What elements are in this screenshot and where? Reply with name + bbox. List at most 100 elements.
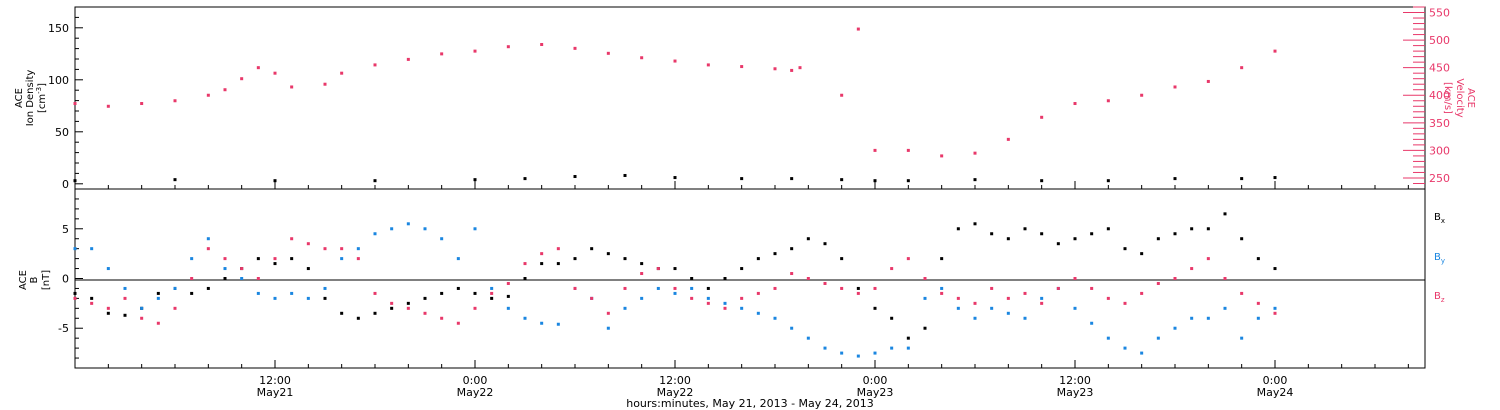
data-point-by bbox=[773, 316, 777, 320]
x-tick-label-date: May23 bbox=[1057, 386, 1094, 399]
data-point-bx bbox=[1140, 252, 1144, 256]
data-point-ion-density bbox=[840, 178, 844, 182]
data-point-ion-density bbox=[673, 176, 677, 180]
data-point-bz bbox=[606, 311, 610, 315]
data-point-bx bbox=[740, 267, 744, 271]
data-point-velocity bbox=[273, 71, 277, 75]
data-point-velocity bbox=[406, 57, 410, 61]
data-point-bz bbox=[1006, 296, 1010, 300]
data-point-bz bbox=[1240, 291, 1244, 295]
bottom-panel-frame bbox=[74, 188, 1426, 369]
data-point-bx bbox=[440, 291, 444, 295]
top-right-axis-title: ACE Velocity [km/s] bbox=[1442, 78, 1476, 117]
data-point-bz bbox=[190, 277, 194, 280]
data-point-by bbox=[1223, 306, 1227, 310]
top-series-layer bbox=[73, 27, 1277, 183]
data-point-ion-density bbox=[373, 179, 377, 183]
data-point-by bbox=[1140, 351, 1144, 355]
data-point-bx bbox=[190, 291, 194, 295]
data-point-bx bbox=[340, 311, 344, 315]
data-point-ion-density bbox=[740, 177, 744, 181]
data-point-by bbox=[723, 301, 727, 305]
data-point-velocity bbox=[856, 27, 860, 31]
data-point-bz bbox=[306, 242, 310, 246]
data-point-bx bbox=[923, 326, 927, 330]
top-left-axis-title-line-1: ACE bbox=[14, 88, 25, 108]
data-point-by bbox=[390, 227, 394, 231]
top-left-axis: 0 50 100 150 bbox=[48, 16, 83, 191]
data-point-bx bbox=[1206, 227, 1210, 231]
data-point-by bbox=[290, 291, 294, 295]
data-point-bx bbox=[523, 277, 527, 280]
data-point-by bbox=[706, 296, 710, 300]
data-point-bx bbox=[623, 257, 627, 261]
data-point-bz bbox=[1106, 296, 1110, 300]
data-point-bz bbox=[356, 257, 360, 261]
data-point-bz bbox=[90, 301, 94, 305]
data-point-by bbox=[1006, 311, 1010, 315]
x-axis-title: hours:minutes, May 21, 2013 - May 24, 20… bbox=[626, 397, 874, 410]
data-point-by bbox=[556, 322, 560, 326]
data-point-bx bbox=[1190, 227, 1194, 231]
data-point-bx bbox=[390, 306, 394, 310]
data-point-bz bbox=[156, 321, 160, 325]
data-point-velocity bbox=[323, 82, 327, 86]
data-point-ion-density bbox=[573, 175, 577, 179]
legend-bz: Bz bbox=[1434, 291, 1445, 304]
data-point-by bbox=[473, 227, 477, 231]
data-point-bx bbox=[1106, 227, 1110, 231]
data-point-by bbox=[640, 296, 644, 300]
bottom-series-layer bbox=[73, 212, 1277, 358]
data-point-bx bbox=[490, 296, 494, 300]
data-point-bz bbox=[506, 281, 510, 285]
data-point-by bbox=[856, 354, 860, 358]
data-point-by bbox=[690, 286, 694, 290]
data-point-by bbox=[940, 286, 944, 290]
x-axis: 12:00May210:00May2212:00May220:00May2312… bbox=[74, 181, 1409, 399]
data-point-by bbox=[223, 267, 227, 271]
data-point-bz bbox=[873, 286, 877, 290]
data-point-bz bbox=[240, 267, 244, 271]
data-point-bz bbox=[973, 301, 977, 305]
data-point-bz bbox=[640, 272, 644, 276]
data-point-bz bbox=[940, 291, 944, 295]
x-tick-label-time: 12:00 bbox=[659, 374, 691, 387]
data-point-by bbox=[506, 306, 510, 310]
data-point-bz bbox=[1256, 301, 1260, 305]
data-point-by bbox=[456, 257, 460, 261]
data-point-bx bbox=[1273, 267, 1277, 271]
data-point-bx bbox=[990, 232, 994, 236]
data-point-by bbox=[956, 306, 960, 310]
data-point-bx bbox=[640, 262, 644, 266]
legend-bz-base: B bbox=[1434, 291, 1441, 302]
data-point-bz bbox=[440, 316, 444, 320]
data-point-bx bbox=[590, 247, 594, 251]
data-point-bz bbox=[956, 296, 960, 300]
x-tick-label-date: May21 bbox=[257, 386, 294, 399]
data-point-bx bbox=[1173, 232, 1177, 236]
data-point-velocity bbox=[706, 63, 710, 67]
data-point-by bbox=[1156, 336, 1160, 340]
data-point-ion-density bbox=[173, 178, 177, 182]
data-point-by bbox=[306, 296, 310, 300]
data-point-bx bbox=[1223, 212, 1227, 216]
data-point-bz bbox=[1273, 311, 1277, 315]
data-point-velocity bbox=[473, 49, 477, 53]
data-point-bx bbox=[606, 252, 610, 256]
data-point-bx bbox=[706, 286, 710, 290]
data-point-velocity bbox=[798, 66, 802, 70]
data-point-velocity bbox=[106, 104, 110, 108]
data-point-by bbox=[1106, 336, 1110, 340]
data-point-velocity bbox=[906, 148, 910, 152]
data-point-by bbox=[323, 286, 327, 290]
data-point-bx bbox=[790, 247, 794, 251]
x-tick-label-time: 0:00 bbox=[863, 374, 888, 387]
bottom-left-tick-label: -5 bbox=[58, 322, 69, 335]
data-point-by bbox=[190, 257, 194, 261]
data-point-by bbox=[1256, 316, 1260, 320]
data-point-bz bbox=[456, 321, 460, 325]
data-point-by bbox=[890, 346, 894, 350]
data-point-bx bbox=[940, 257, 944, 261]
data-point-bz bbox=[140, 316, 144, 320]
